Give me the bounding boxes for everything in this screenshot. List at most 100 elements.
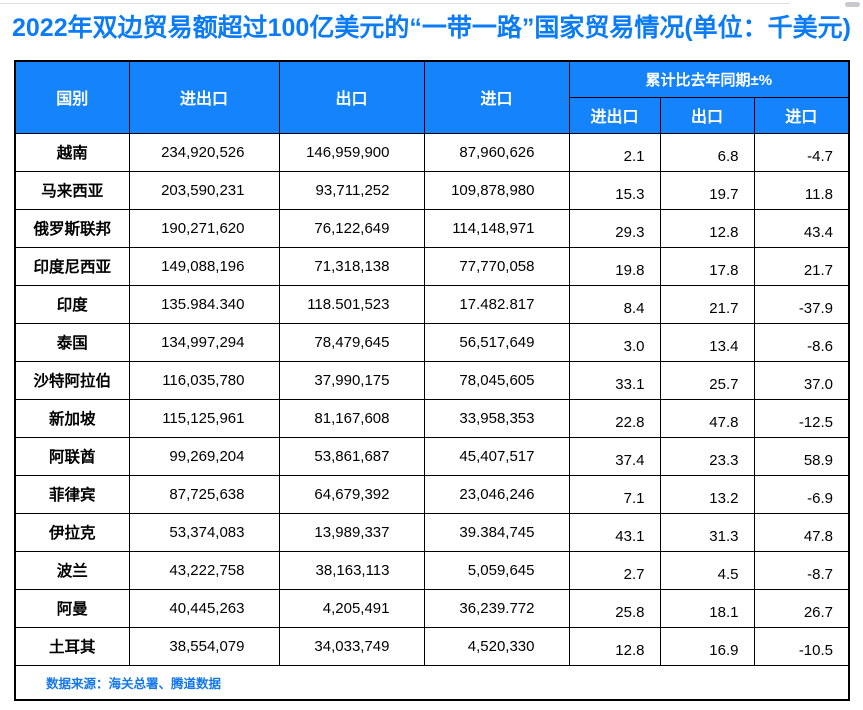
header-import: 进口: [423, 60, 570, 134]
total-cell: 234,920,526: [128, 132, 280, 172]
pct-import-cell: -37.9: [753, 284, 850, 324]
total-cell: 38,554,079: [128, 626, 280, 666]
export-cell: 34,033,749: [278, 626, 425, 666]
pct-total-cell: 37.4: [568, 436, 661, 476]
table-header: 国别 进出口 出口 进口 累计比去年同期±% 进出口 出口 进口: [14, 60, 850, 134]
pct-export-cell: 13.2: [659, 474, 755, 514]
country-cell: 俄罗斯联邦: [14, 208, 130, 248]
total-cell: 190,271,620: [128, 208, 280, 248]
pct-export-cell: 4.5: [659, 550, 755, 590]
table-row: 沙特阿拉伯 116,035,780 37,990,175 78,045,605 33.1…: [14, 360, 850, 400]
header-pct-import: 进口: [753, 96, 850, 134]
pct-export-cell: 6.8: [659, 132, 755, 172]
table-row: 阿联酋 99,269,204 53,861,687 45,407,517 37.4 23.…: [14, 436, 850, 476]
country-cell: 阿曼: [14, 588, 130, 628]
pct-total-cell: 22.8: [568, 398, 661, 438]
pct-import-cell: 47.8: [753, 512, 850, 552]
footer-row: 数据来源：海关总署、腾道数据: [14, 664, 850, 701]
pct-total-cell: 7.1: [568, 474, 661, 514]
source-cell: 数据来源：海关总署、腾道数据: [14, 664, 850, 701]
top-divider-line: [0, 3, 790, 4]
pct-export-cell: 19.7: [659, 170, 755, 210]
pct-import-cell: 58.9: [753, 436, 850, 476]
country-cell: 马来西亚: [14, 170, 130, 210]
pct-export-cell: 17.8: [659, 246, 755, 286]
import-cell: 39.384,745: [423, 512, 570, 552]
total-cell: 149,088,196: [128, 246, 280, 286]
total-cell: 135.984.340: [128, 284, 280, 324]
header-pct-total: 进出口: [568, 96, 661, 134]
import-cell: 87,960,626: [423, 132, 570, 172]
import-cell: 36,239.772: [423, 588, 570, 628]
table-row: 波兰 43,222,758 38,163,113 5,059,645 2.7 4.5 -8.…: [14, 550, 850, 590]
total-cell: 115,125,961: [128, 398, 280, 438]
pct-export-cell: 31.3: [659, 512, 755, 552]
country-cell: 伊拉克: [14, 512, 130, 552]
pct-total-cell: 25.8: [568, 588, 661, 628]
export-cell: 64,679,392: [278, 474, 425, 514]
pct-export-cell: 21.7: [659, 284, 755, 324]
table-row: 菲律宾 87,725,638 64,679,392 23,046,246 7.1 13.2…: [14, 474, 850, 514]
page-title: 2022年双边贸易额超过100亿美元的“一带一路”国家贸易情况(单位：千美元): [12, 14, 851, 42]
pct-total-cell: 43.1: [568, 512, 661, 552]
pct-export-cell: 18.1: [659, 588, 755, 628]
country-cell: 印度: [14, 284, 130, 324]
total-cell: 203,590,231: [128, 170, 280, 210]
pct-total-cell: 3.0: [568, 322, 661, 362]
pct-total-cell: 2.7: [568, 550, 661, 590]
table-row: 俄罗斯联邦 190,271,620 76,122,649 114,148,971 29.…: [14, 208, 850, 248]
pct-import-cell: 11.8: [753, 170, 850, 210]
trade-table: 国别 进出口 出口 进口 累计比去年同期±% 进出口 出口 进口 越南 234,9…: [14, 60, 851, 701]
pct-import-cell: -8.6: [753, 322, 850, 362]
table-body: 越南 234,920,526 146,959,900 87,960,626 2.1 6.8…: [14, 132, 850, 666]
table-row: 马来西亚 203,590,231 93,711,252 109,878,980 15.3…: [14, 170, 850, 210]
data-source-text: 数据来源：海关总署、腾道数据: [46, 676, 222, 691]
export-cell: 78,479,645: [278, 322, 425, 362]
header-total: 进出口: [128, 60, 280, 134]
pct-import-cell: -12.5: [753, 398, 850, 438]
pct-export-cell: 16.9: [659, 626, 755, 666]
pct-total-cell: 12.8: [568, 626, 661, 666]
export-cell: 76,122,649: [278, 208, 425, 248]
import-cell: 23,046,246: [423, 474, 570, 514]
table-row: 越南 234,920,526 146,959,900 87,960,626 2.1 6.8…: [14, 132, 850, 172]
table-row: 土耳其 38,554,079 34,033,749 4,520,330 12.8 16.9…: [14, 626, 850, 666]
country-cell: 沙特阿拉伯: [14, 360, 130, 400]
pct-total-cell: 19.8: [568, 246, 661, 286]
import-cell: 45,407,517: [423, 436, 570, 476]
header-pct-export: 出口: [659, 96, 755, 134]
export-cell: 93,711,252: [278, 170, 425, 210]
total-cell: 116,035,780: [128, 360, 280, 400]
total-cell: 87,725,638: [128, 474, 280, 514]
pct-export-cell: 47.8: [659, 398, 755, 438]
pct-total-cell: 2.1: [568, 132, 661, 172]
scrollbar-thumb[interactable]: [845, 2, 860, 7]
country-cell: 新加坡: [14, 398, 130, 438]
pct-import-cell: -8.7: [753, 550, 850, 590]
import-cell: 5,059,645: [423, 550, 570, 590]
pct-import-cell: 43.4: [753, 208, 850, 248]
table-row: 泰国 134,997,294 78,479,645 56,517,649 3.0 13.4…: [14, 322, 850, 362]
table-row: 印度尼西亚 149,088,196 71,318,138 77,770,058 19.8…: [14, 246, 850, 286]
pct-total-cell: 33.1: [568, 360, 661, 400]
export-cell: 146,959,900: [278, 132, 425, 172]
export-cell: 53,861,687: [278, 436, 425, 476]
table-footer: 数据来源：海关总署、腾道数据: [14, 664, 850, 701]
export-cell: 4,205,491: [278, 588, 425, 628]
import-cell: 109,878,980: [423, 170, 570, 210]
header-country: 国别: [14, 60, 130, 134]
pct-total-cell: 29.3: [568, 208, 661, 248]
pct-import-cell: -6.9: [753, 474, 850, 514]
import-cell: 78,045,605: [423, 360, 570, 400]
total-cell: 40,445,263: [128, 588, 280, 628]
import-cell: 17.482.817: [423, 284, 570, 324]
table-row: 阿曼 40,445,263 4,205,491 36,239.772 25.8 18.1 2…: [14, 588, 850, 628]
export-cell: 13,989,337: [278, 512, 425, 552]
pct-import-cell: -4.7: [753, 132, 850, 172]
total-cell: 99,269,204: [128, 436, 280, 476]
pct-import-cell: 21.7: [753, 246, 850, 286]
header-export: 出口: [278, 60, 425, 134]
export-cell: 118.501,523: [278, 284, 425, 324]
total-cell: 43,222,758: [128, 550, 280, 590]
import-cell: 56,517,649: [423, 322, 570, 362]
